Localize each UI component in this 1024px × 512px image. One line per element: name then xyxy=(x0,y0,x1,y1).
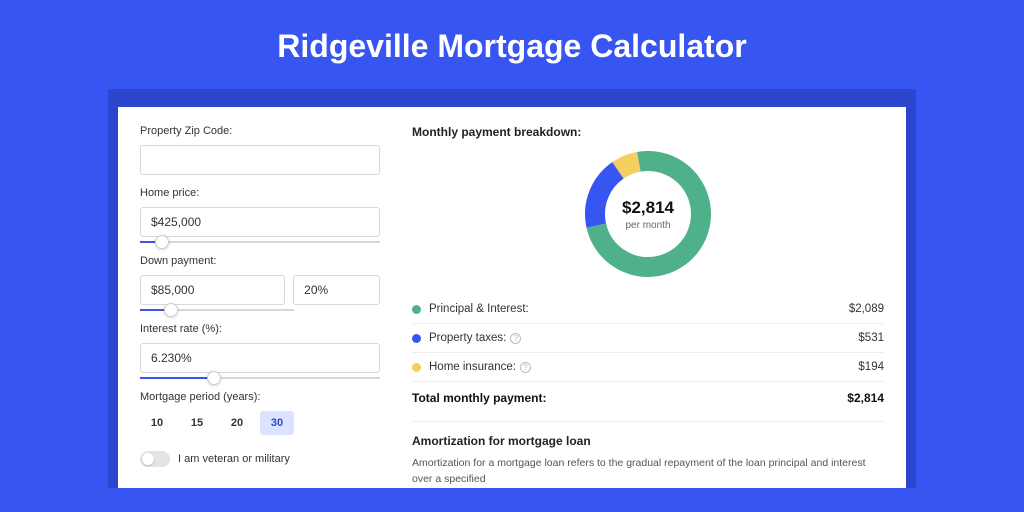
total-label: Total monthly payment: xyxy=(412,391,847,405)
toggle-knob xyxy=(142,453,154,465)
home-price-input[interactable] xyxy=(140,207,380,237)
legend-value: $2,089 xyxy=(849,303,884,315)
total-value: $2,814 xyxy=(847,391,884,405)
legend-row-tax: Property taxes:?$531 xyxy=(412,324,884,353)
legend: Principal & Interest:$2,089Property taxe… xyxy=(412,295,884,381)
legend-row-ins: Home insurance:?$194 xyxy=(412,353,884,381)
down-payment-slider[interactable] xyxy=(140,309,294,311)
slider-thumb[interactable] xyxy=(155,235,169,249)
home-price-slider[interactable] xyxy=(140,241,380,243)
period-option-30[interactable]: 30 xyxy=(260,411,294,435)
band: Property Zip Code: Home price: Down paym… xyxy=(108,89,916,488)
amortization-text: Amortization for a mortgage loan refers … xyxy=(412,456,884,488)
legend-label: Property taxes:? xyxy=(429,332,858,344)
period-option-15[interactable]: 15 xyxy=(180,411,214,435)
legend-dot xyxy=(412,334,421,343)
legend-label: Home insurance:? xyxy=(429,361,858,373)
donut-amount: $2,814 xyxy=(622,198,674,218)
page-title: Ridgeville Mortgage Calculator xyxy=(0,0,1024,89)
legend-row-pi: Principal & Interest:$2,089 xyxy=(412,295,884,324)
period-label: Mortgage period (years): xyxy=(140,391,380,403)
donut-sub: per month xyxy=(625,220,670,231)
donut-chart-wrap: $2,814 per month xyxy=(412,151,884,277)
field-home-price: Home price: xyxy=(140,187,380,243)
legend-value: $531 xyxy=(858,332,884,344)
total-row: Total monthly payment: $2,814 xyxy=(412,381,884,417)
legend-value: $194 xyxy=(858,361,884,373)
legend-dot xyxy=(412,305,421,314)
form-column: Property Zip Code: Home price: Down paym… xyxy=(140,125,380,488)
amortization-title: Amortization for mortgage loan xyxy=(412,434,884,448)
down-payment-label: Down payment: xyxy=(140,255,380,267)
period-option-10[interactable]: 10 xyxy=(140,411,174,435)
veteran-toggle[interactable] xyxy=(140,451,170,467)
field-interest-rate: Interest rate (%): xyxy=(140,323,380,379)
interest-rate-slider[interactable] xyxy=(140,377,380,379)
home-price-label: Home price: xyxy=(140,187,380,199)
field-period: Mortgage period (years): 10152030 xyxy=(140,391,380,435)
interest-rate-label: Interest rate (%): xyxy=(140,323,380,335)
zip-input[interactable] xyxy=(140,145,380,175)
field-down-payment: Down payment: xyxy=(140,255,380,311)
slider-thumb[interactable] xyxy=(207,371,221,385)
info-icon[interactable]: ? xyxy=(510,333,521,344)
zip-label: Property Zip Code: xyxy=(140,125,380,137)
info-icon[interactable]: ? xyxy=(520,362,531,373)
amortization-section: Amortization for mortgage loan Amortizat… xyxy=(412,421,884,488)
breakdown-column: Monthly payment breakdown: $2,814 per mo… xyxy=(412,125,884,488)
field-zip: Property Zip Code: xyxy=(140,125,380,175)
legend-dot xyxy=(412,363,421,372)
down-payment-pct-input[interactable] xyxy=(293,275,380,305)
interest-rate-input[interactable] xyxy=(140,343,380,373)
legend-label: Principal & Interest: xyxy=(429,303,849,315)
down-payment-amount-input[interactable] xyxy=(140,275,285,305)
veteran-label: I am veteran or military xyxy=(178,453,290,465)
breakdown-title: Monthly payment breakdown: xyxy=(412,125,884,139)
slider-thumb[interactable] xyxy=(164,303,178,317)
period-option-20[interactable]: 20 xyxy=(220,411,254,435)
period-options: 10152030 xyxy=(140,411,380,435)
field-veteran: I am veteran or military xyxy=(140,451,380,467)
calculator-card: Property Zip Code: Home price: Down paym… xyxy=(118,107,906,488)
donut-center: $2,814 per month xyxy=(585,151,711,277)
donut-chart: $2,814 per month xyxy=(585,151,711,277)
